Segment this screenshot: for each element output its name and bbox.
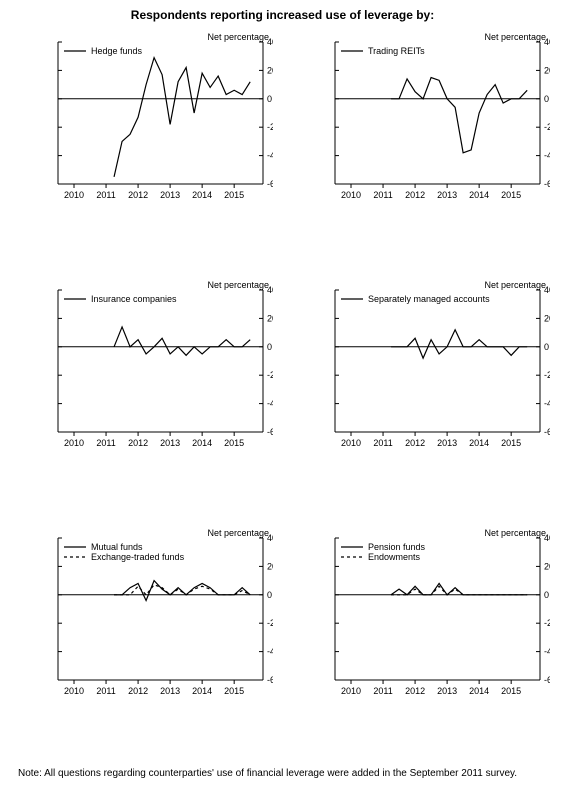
ytick-label: -20 (267, 370, 273, 380)
xtick-label: 2012 (405, 686, 425, 696)
ytick-label: -20 (267, 122, 273, 132)
legend-label: Hedge funds (91, 46, 143, 56)
y-axis-label: Net percentage (484, 280, 546, 290)
xtick-label: 2014 (469, 438, 489, 448)
ytick-label: -60 (267, 675, 273, 685)
ytick-label: -40 (267, 647, 273, 657)
xtick-label: 2014 (469, 190, 489, 200)
legend-label: Endowments (368, 552, 421, 562)
series-line (391, 78, 527, 153)
ytick-label: 0 (267, 342, 272, 352)
legend-label: Pension funds (368, 542, 426, 552)
footnote: Note: All questions regarding counterpar… (18, 768, 517, 779)
ytick-label: 20 (544, 313, 550, 323)
xtick-label: 2014 (469, 686, 489, 696)
xtick-label: 2013 (160, 190, 180, 200)
ytick-label: 20 (544, 65, 550, 75)
xtick-label: 2011 (96, 190, 115, 200)
legend-label: Insurance companies (91, 294, 177, 304)
xtick-label: 2011 (96, 438, 115, 448)
xtick-label: 2015 (501, 686, 521, 696)
xtick-label: 2011 (373, 190, 392, 200)
chart-separately-managed-accounts: -60-40-2002040Net percentage201020112012… (295, 280, 550, 465)
xtick-label: 2011 (96, 686, 115, 696)
xtick-label: 2014 (192, 438, 212, 448)
xtick-label: 2010 (341, 686, 361, 696)
ytick-label: -20 (544, 122, 550, 132)
ytick-label: 0 (544, 94, 549, 104)
ytick-label: -40 (544, 151, 550, 161)
xtick-label: 2015 (224, 686, 244, 696)
series-line (114, 327, 250, 355)
ytick-label: -60 (544, 427, 550, 437)
xtick-label: 2013 (437, 190, 457, 200)
chart-mutual-etf: -60-40-2002040Net percentage201020112012… (18, 528, 273, 713)
ytick-label: 20 (267, 561, 273, 571)
xtick-label: 2010 (64, 686, 84, 696)
ytick-label: -40 (544, 399, 550, 409)
series-line (391, 330, 527, 358)
ytick-label: -20 (544, 370, 550, 380)
chart-trading-reits: -60-40-2002040Net percentage201020112012… (295, 32, 550, 217)
page: Respondents reporting increased use of l… (0, 0, 565, 797)
xtick-label: 2012 (128, 438, 148, 448)
legend-label: Mutual funds (91, 542, 143, 552)
chart-pension-endowments: -60-40-2002040Net percentage201020112012… (295, 528, 550, 713)
xtick-label: 2013 (160, 438, 180, 448)
y-axis-label: Net percentage (484, 32, 546, 42)
xtick-label: 2012 (128, 686, 148, 696)
ytick-label: 20 (544, 561, 550, 571)
xtick-label: 2012 (128, 190, 148, 200)
xtick-label: 2010 (64, 438, 84, 448)
ytick-label: -60 (267, 427, 273, 437)
chart-hedge-funds: -60-40-2002040Net percentage201020112012… (18, 32, 273, 217)
ytick-label: 0 (544, 590, 549, 600)
legend-label: Exchange-traded funds (91, 552, 185, 562)
ytick-label: -60 (267, 179, 273, 189)
series-line (114, 58, 250, 177)
ytick-label: 0 (267, 590, 272, 600)
ytick-label: -20 (544, 618, 550, 628)
series-line (114, 581, 250, 601)
ytick-label: -40 (267, 151, 273, 161)
ytick-label: -60 (544, 675, 550, 685)
ytick-label: -60 (544, 179, 550, 189)
ytick-label: 20 (267, 313, 273, 323)
xtick-label: 2012 (405, 190, 425, 200)
xtick-label: 2011 (373, 686, 392, 696)
y-axis-label: Net percentage (484, 528, 546, 538)
ytick-label: -20 (267, 618, 273, 628)
xtick-label: 2013 (437, 686, 457, 696)
xtick-label: 2013 (160, 686, 180, 696)
xtick-label: 2011 (373, 438, 392, 448)
chart-insurance-companies: -60-40-2002040Net percentage201020112012… (18, 280, 273, 465)
y-axis-label: Net percentage (207, 528, 269, 538)
xtick-label: 2013 (437, 438, 457, 448)
ytick-label: -40 (267, 399, 273, 409)
series-line (114, 585, 250, 595)
xtick-label: 2010 (64, 190, 84, 200)
legend-label: Trading REITs (368, 46, 425, 56)
xtick-label: 2014 (192, 686, 212, 696)
legend-label: Separately managed accounts (368, 294, 490, 304)
ytick-label: -40 (544, 647, 550, 657)
xtick-label: 2015 (224, 190, 244, 200)
page-title: Respondents reporting increased use of l… (0, 8, 565, 22)
xtick-label: 2014 (192, 190, 212, 200)
ytick-label: 0 (544, 342, 549, 352)
xtick-label: 2015 (501, 438, 521, 448)
xtick-label: 2012 (405, 438, 425, 448)
ytick-label: 20 (267, 65, 273, 75)
y-axis-label: Net percentage (207, 280, 269, 290)
y-axis-label: Net percentage (207, 32, 269, 42)
xtick-label: 2010 (341, 438, 361, 448)
xtick-label: 2010 (341, 190, 361, 200)
ytick-label: 0 (267, 94, 272, 104)
series-line (391, 583, 527, 594)
xtick-label: 2015 (224, 438, 244, 448)
xtick-label: 2015 (501, 190, 521, 200)
